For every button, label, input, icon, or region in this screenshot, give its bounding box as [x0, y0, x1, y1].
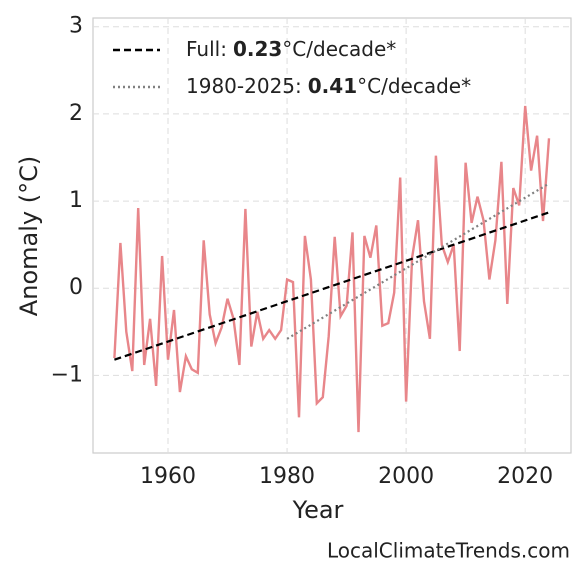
legend-unit: °C/decade*	[282, 37, 396, 61]
y-axis-label: Anomaly (°C)	[15, 156, 43, 316]
x-axis-label: Year	[292, 496, 344, 524]
y-tick-label: −1	[51, 362, 83, 387]
x-tick-label: 1980	[259, 464, 315, 489]
legend-label: 1980-2025: 0.41°C/decade*	[186, 74, 471, 98]
y-tick-label: 3	[69, 14, 83, 39]
x-tick-label: 2000	[378, 464, 434, 489]
legend-slope: 0.41	[308, 74, 357, 98]
plot-area	[92, 17, 572, 454]
legend-slope: 0.23	[233, 37, 282, 61]
legend-name: 1980-2025:	[186, 74, 302, 98]
y-tick-label: 2	[69, 101, 83, 126]
y-tick-label: 0	[69, 275, 83, 300]
legend-unit: °C/decade*	[357, 74, 471, 98]
x-tick-label: 1960	[140, 464, 196, 489]
legend-name: Full:	[186, 37, 227, 61]
trend-line	[286, 182, 550, 340]
source-label: LocalClimateTrends.com	[327, 539, 570, 563]
data-line	[113, 105, 551, 433]
y-tick-label: 1	[69, 188, 83, 213]
legend-label: Full: 0.23°C/decade*	[186, 37, 396, 61]
x-tick-label: 2020	[497, 464, 553, 489]
